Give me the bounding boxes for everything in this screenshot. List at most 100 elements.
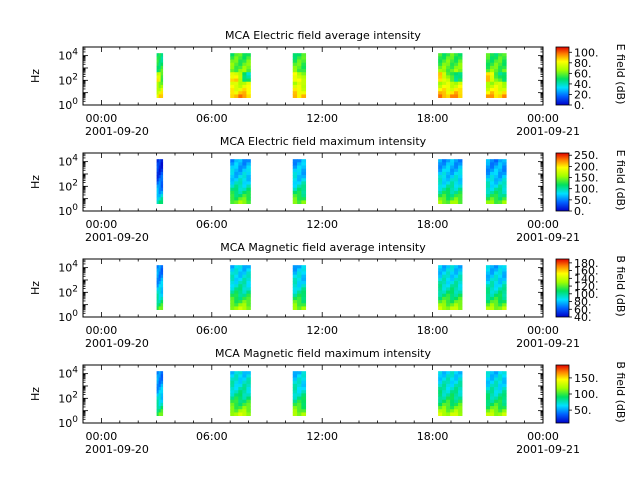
- x-start-date: 2001-09-20: [85, 443, 149, 456]
- heatmap-cell: [442, 162, 447, 166]
- heatmap-cell: [454, 281, 459, 285]
- heatmap-cell: [438, 197, 443, 201]
- heatmap-cell: [160, 390, 164, 394]
- heatmap-cell: [442, 91, 447, 95]
- heatmap-cell: [485, 62, 491, 67]
- heatmap-cell: [230, 287, 235, 291]
- heatmap-cell: [297, 72, 302, 76]
- heatmap-cell: [438, 200, 443, 204]
- heatmap-cell: [238, 409, 243, 413]
- heatmap-cell: [234, 181, 239, 185]
- heatmap-cell: [246, 69, 251, 73]
- heatmap-cell: [297, 190, 302, 195]
- heatmap-cell: [490, 88, 495, 92]
- heatmap-cell: [458, 300, 463, 304]
- heatmap-cell: [442, 200, 447, 204]
- heatmap-cell: [485, 306, 491, 310]
- heatmap-cell: [292, 268, 298, 272]
- heatmap-cell: [485, 383, 491, 388]
- heatmap-cell: [454, 387, 459, 391]
- heatmap-cell: [502, 412, 507, 416]
- colorbar-gradient: [555, 364, 570, 424]
- heatmap-cell: [246, 374, 251, 378]
- heatmap-cell: [490, 303, 495, 307]
- heatmap-cell: [494, 296, 499, 301]
- heatmap-cell: [158, 274, 162, 279]
- heatmap-cell: [301, 409, 307, 413]
- heatmap-cell: [442, 274, 447, 279]
- heatmap-cell: [485, 271, 491, 276]
- heatmap-cell: [485, 59, 491, 64]
- heatmap-cell: [450, 390, 455, 394]
- heatmap-cell: [238, 287, 243, 291]
- heatmap-cell: [297, 200, 302, 204]
- heatmap-cell: [292, 91, 298, 95]
- heatmap-cell: [242, 274, 247, 279]
- panel-4: MCA Magnetic field maximum intensity 100 1…: [29, 347, 627, 456]
- heatmap-cell: [297, 78, 302, 83]
- heatmap-cell: [292, 88, 298, 92]
- heatmap-cell: [301, 393, 307, 397]
- heatmap-cell: [502, 184, 507, 189]
- heatmap-cell: [160, 374, 164, 378]
- data-segment: [485, 265, 507, 310]
- heatmap-cell: [502, 56, 507, 60]
- heatmap-cell: [292, 303, 298, 307]
- data-segment: [292, 53, 307, 98]
- heatmap-cell: [490, 290, 495, 295]
- heatmap-cell: [297, 56, 302, 60]
- heatmap-cell: [442, 159, 447, 163]
- heatmap-cell: [160, 62, 164, 67]
- heatmap-cell: [230, 75, 235, 79]
- heatmap-cell: [246, 88, 251, 92]
- heatmap-cell: [485, 88, 491, 92]
- heatmap-cell: [494, 387, 499, 391]
- heatmap-cell: [442, 300, 447, 304]
- heatmap-cell: [234, 409, 239, 413]
- heatmap-cell: [234, 406, 239, 410]
- heatmap-cell: [230, 296, 235, 301]
- heatmap-cell: [485, 159, 491, 163]
- heatmap-cell: [234, 287, 239, 291]
- heatmap-cell: [246, 393, 251, 397]
- heatmap-cell: [498, 306, 503, 310]
- heatmap-cell: [238, 281, 243, 285]
- heatmap-cell: [454, 62, 459, 67]
- x-tick-label: 18:00: [417, 112, 449, 125]
- heatmap-cell: [490, 268, 495, 272]
- heatmap-cell: [234, 200, 239, 204]
- heatmap-cell: [158, 380, 162, 385]
- heatmap-cell: [158, 181, 162, 185]
- heatmap-cell: [490, 402, 495, 407]
- heatmap-cell: [498, 72, 503, 76]
- heatmap-cell: [442, 53, 447, 57]
- x-tick-label: 00:00: [527, 430, 559, 443]
- heatmap-cell: [494, 94, 499, 98]
- y-tick-label: 100: [58, 309, 78, 324]
- heatmap-cell: [156, 88, 160, 92]
- heatmap-cell: [234, 399, 239, 404]
- heatmap-cell: [446, 399, 451, 404]
- heatmap-cell: [450, 412, 455, 416]
- heatmap-cell: [454, 56, 459, 60]
- heatmap-cell: [490, 175, 495, 179]
- heatmap-cell: [234, 94, 239, 98]
- heatmap-cell: [458, 399, 463, 404]
- heatmap-cell: [292, 399, 298, 404]
- heatmap-cell: [238, 88, 243, 92]
- heatmap-cell: [292, 293, 298, 298]
- x-end-date: 2001-09-21: [516, 231, 580, 244]
- heatmap-cell: [446, 303, 451, 307]
- heatmap-cell: [246, 377, 251, 382]
- x-tick-label: 18:00: [417, 218, 449, 231]
- heatmap-cell: [156, 396, 160, 401]
- y-tick-label: 102: [58, 284, 78, 299]
- heatmap-cell: [502, 197, 507, 201]
- heatmap-cell: [242, 94, 247, 98]
- heatmap-cell: [485, 274, 491, 279]
- heatmap-cell: [292, 168, 298, 173]
- heatmap-cell: [485, 178, 491, 182]
- y-axis-label: Hz: [29, 69, 42, 83]
- heatmap-cell: [438, 277, 443, 282]
- plot-frame: [82, 46, 544, 106]
